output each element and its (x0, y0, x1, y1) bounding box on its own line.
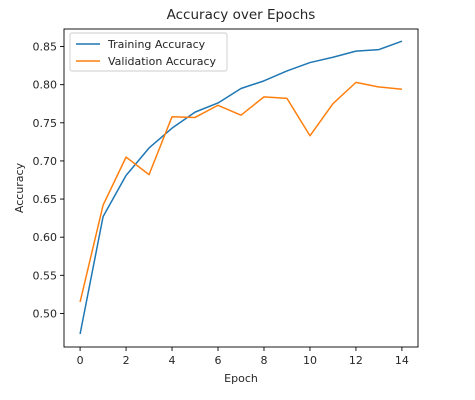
legend: Training Accuracy Validation Accuracy (69, 32, 228, 72)
series-layer (79, 40, 403, 335)
x-tick-label: 10 (303, 354, 317, 367)
x-tick-label: 12 (349, 354, 363, 367)
y-tick-label: 0.80 (33, 79, 58, 92)
x-tick-label: 0 (77, 354, 84, 367)
legend-label-validation: Validation Accuracy (108, 55, 217, 68)
y-tick-label: 0.60 (33, 231, 58, 244)
x-axis-title: Epoch (224, 372, 258, 385)
y-tick-label: 0.75 (33, 117, 58, 130)
y-tick-label: 0.65 (33, 193, 58, 206)
y-tick-label: 0.70 (33, 155, 58, 168)
series-line-training (79, 40, 403, 335)
chart-title: Accuracy over Epochs (167, 7, 316, 23)
series-line-validation (79, 81, 402, 303)
x-tick-label: 6 (215, 354, 222, 367)
y-tick-label: 0.55 (33, 269, 58, 282)
x-tick-label: 8 (260, 354, 267, 367)
x-tick-label: 4 (169, 354, 176, 367)
y-tick-label: 0.85 (33, 41, 58, 54)
x-axis: 0 2 4 6 8 10 12 14 (77, 347, 409, 367)
x-tick-label: 2 (123, 354, 130, 367)
legend-label-training: Training Accuracy (107, 38, 206, 51)
x-tick-label: 14 (395, 354, 409, 367)
y-axis-title: Accuracy (13, 162, 26, 213)
y-tick-label: 0.50 (33, 307, 58, 320)
plot-area-frame (63, 28, 419, 348)
legend-box (69, 32, 228, 72)
y-axis: 0.50 0.55 0.60 0.65 0.70 0.75 0.80 0.85 (33, 41, 64, 320)
